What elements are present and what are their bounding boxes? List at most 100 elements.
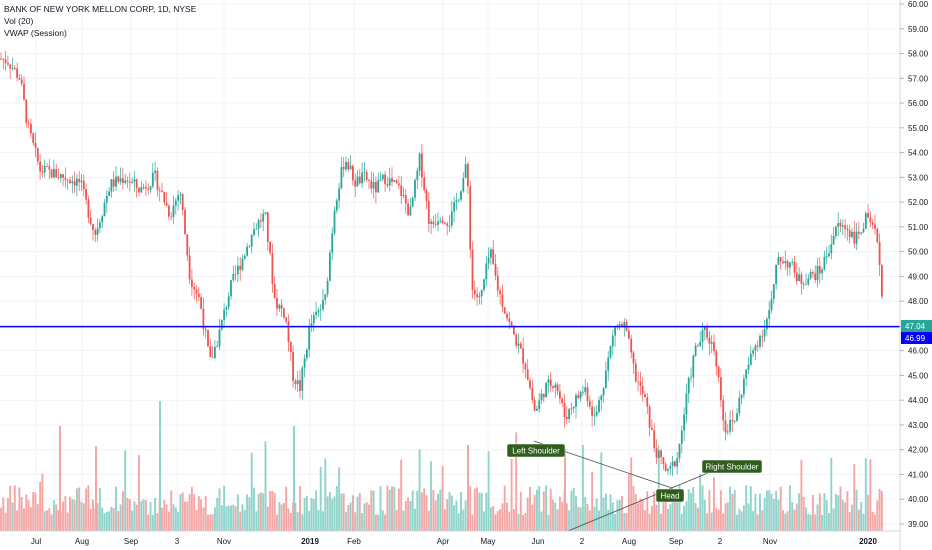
candle-body [434,223,437,225]
candle-body [386,184,389,186]
candle-body [492,249,495,264]
volume-bar [832,508,835,531]
volume-bar [676,488,679,531]
volume-bar [489,507,492,531]
volume-bar [839,486,842,531]
candle-body [694,345,697,356]
volume-bar [648,513,651,531]
candle-body [257,220,260,229]
candle-body [269,241,271,253]
volume-bar [324,458,327,531]
candle-body [860,232,863,234]
volume-bar [731,494,734,531]
volume-bar [190,487,193,531]
volume-bar [135,504,138,531]
candle-body [800,274,803,284]
volume-bar [126,497,129,531]
candle-body [283,308,285,318]
candle-body [46,165,48,167]
volume-bar [105,511,108,531]
candle-body [128,181,131,183]
volume-bar [821,514,824,531]
volume-bar [310,498,313,531]
candle-body [830,244,833,254]
candle-body [151,172,154,187]
volume-bar [568,510,571,531]
volume-bar [802,496,805,531]
candle-body [874,224,876,229]
volume-bar [586,503,589,531]
vwap-indicator-label[interactable]: VWAP (Session) [4,28,67,38]
volume-bar [317,509,320,531]
candle-body [105,195,108,203]
volume-bar [558,496,561,531]
volume-bar [98,488,101,531]
candle-body [335,200,338,211]
candle-body [869,217,872,223]
candle-body [145,186,147,189]
time-axis[interactable]: Jul Aug Sep 3 Nov 2019 Feb Apr May Jun 2 Aug Sep 2 Nov… [31,537,878,546]
volume-indicator-label[interactable]: Vol (20) [4,16,34,26]
volume-bar [878,488,881,531]
volume-bar [634,494,637,531]
volume-bar [179,494,182,531]
candle-body [209,346,212,358]
candle-body [795,272,798,281]
volume-bar [423,488,426,531]
volume-bar [177,511,180,531]
volume-bar [644,510,646,531]
volume-bar [667,508,669,531]
candle-body [731,419,734,422]
volume-bar [188,493,191,531]
candle-body [805,284,807,286]
volume-bar [400,459,403,531]
volume-bar [377,514,380,531]
candle-body [690,377,692,379]
candle-body [39,161,41,172]
candle-body [674,461,676,467]
volume-bar [542,491,545,531]
candle-body [717,366,720,378]
candle-body [18,77,21,80]
candle-body [216,346,219,348]
volume-bar [285,486,288,531]
pattern-annotations[interactable]: Left Shoulder Head Right Shoulder [506,443,763,503]
volume-bar [335,486,338,531]
volume-bar [262,493,265,531]
volume-bar [36,504,39,531]
volume-bar [338,467,341,531]
time-tick-label: Nov [217,537,231,546]
symbol-title[interactable]: BANK OF NEW YORK MELLON CORP, 1D, NYSE [4,4,197,14]
candle-body [639,381,642,386]
volume-bar [871,511,874,531]
candle-body [85,189,87,200]
volume-bar [287,508,290,531]
candle-body [223,309,225,320]
price-tick-label: 45.00 [908,371,929,380]
candle-body [634,363,637,382]
candle-body [607,357,610,371]
candle-body [315,312,317,316]
candle-body [841,225,844,227]
price-axis[interactable]: 39.00 40.00 41.00 42.00 43.00 44.00 45.00 46.00… [900,0,929,529]
candle-body [191,279,193,287]
candle-body [798,274,800,281]
candle-body [402,195,405,196]
candle-body [220,319,223,330]
candle-body [414,179,416,198]
candle-body [356,176,359,187]
candle-body [211,357,214,358]
candle-body [110,179,113,192]
volume-bar [487,451,490,531]
candle-body [483,279,485,290]
candle-body [816,266,819,280]
price-tick-label: 44.00 [908,396,929,405]
candle-body [306,349,308,359]
candle-body [271,252,274,284]
candle-body [752,350,754,354]
candle-body [669,466,672,469]
candle-body [324,294,327,300]
volume-bar [363,503,366,531]
volume-bar [726,502,729,531]
